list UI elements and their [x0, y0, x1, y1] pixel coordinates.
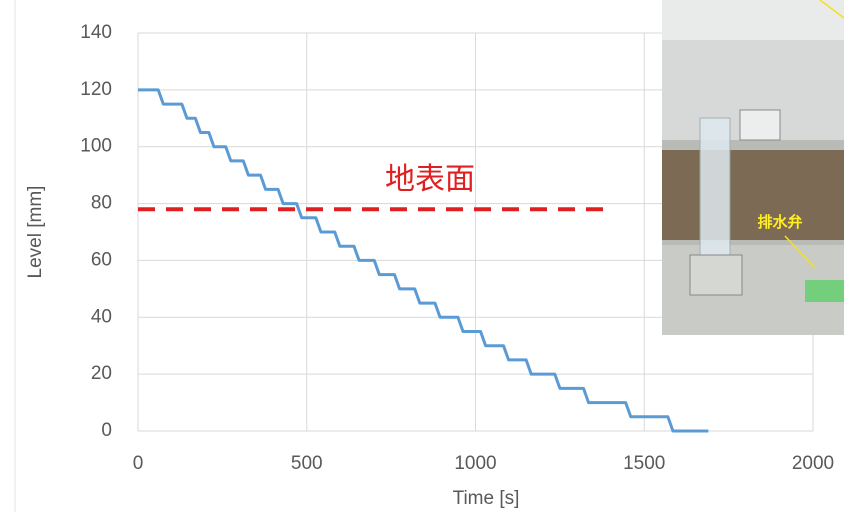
photo-label: 排水弁 [757, 213, 802, 231]
photo-tube [805, 280, 844, 302]
y-tick-label: 100 [80, 136, 112, 157]
photo-pump [739, 109, 781, 141]
data-line [138, 88, 709, 433]
photo-pointer [784, 235, 816, 269]
y-tick-label: 60 [91, 249, 112, 270]
x-tick-label: 1000 [454, 453, 496, 474]
x-tick-label: 500 [291, 453, 323, 474]
photo-ceiling [662, 0, 844, 40]
x-tick-label: 2000 [792, 453, 834, 474]
photo-pointer [819, 0, 844, 19]
y-tick-label: 40 [91, 306, 112, 327]
y-tick-label: 120 [80, 79, 112, 100]
y-tick-label: 0 [101, 420, 112, 441]
reference-label: 地表面 [385, 163, 475, 196]
x-tick-label: 1500 [623, 453, 665, 474]
y-axis-label: Level [mm] [25, 186, 46, 279]
plot: 地表面 [138, 88, 709, 433]
photo-scale [689, 254, 743, 296]
x-tick-label: 0 [133, 453, 144, 474]
photo-cylinder [699, 117, 731, 269]
photo-inset: 排水弁 [662, 0, 844, 335]
x-axis-label: Time [s] [453, 488, 520, 509]
y-tick-label: 80 [91, 193, 112, 214]
y-tick-label: 140 [80, 22, 112, 43]
photo-shelf [662, 150, 844, 240]
y-tick-label: 20 [91, 363, 112, 384]
